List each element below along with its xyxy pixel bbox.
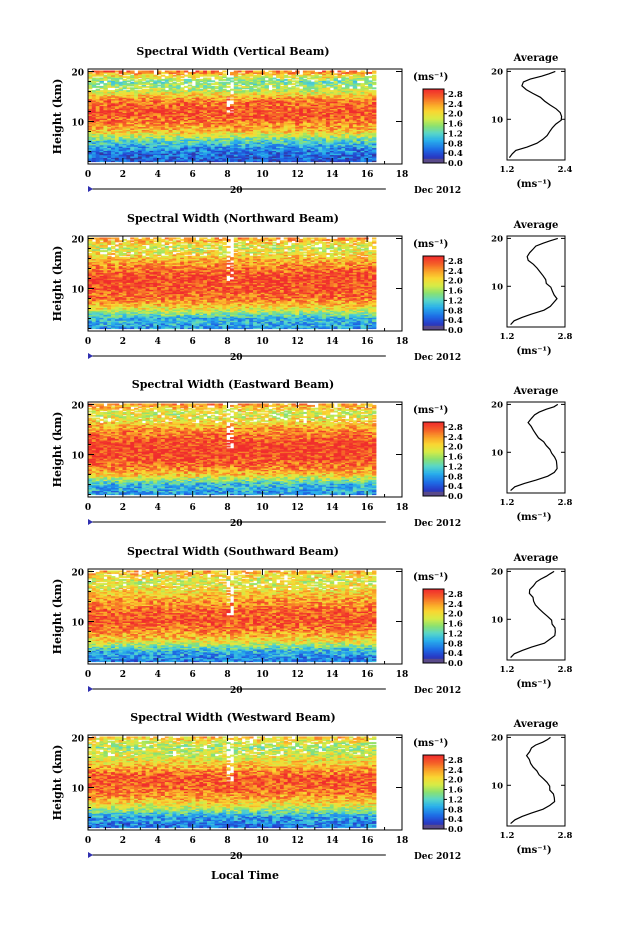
panel-title: Spectral Width (Vertical Beam) — [136, 45, 329, 58]
panel-1: Spectral Width (Vertical Beam)0 2 4 6 8 10 12 1… — [51, 45, 572, 196]
heatmap — [88, 71, 376, 163]
spectral-width-figure: Spectral Width (Vertical Beam)0 2 4 6 8 10 12 1… — [0, 0, 622, 929]
